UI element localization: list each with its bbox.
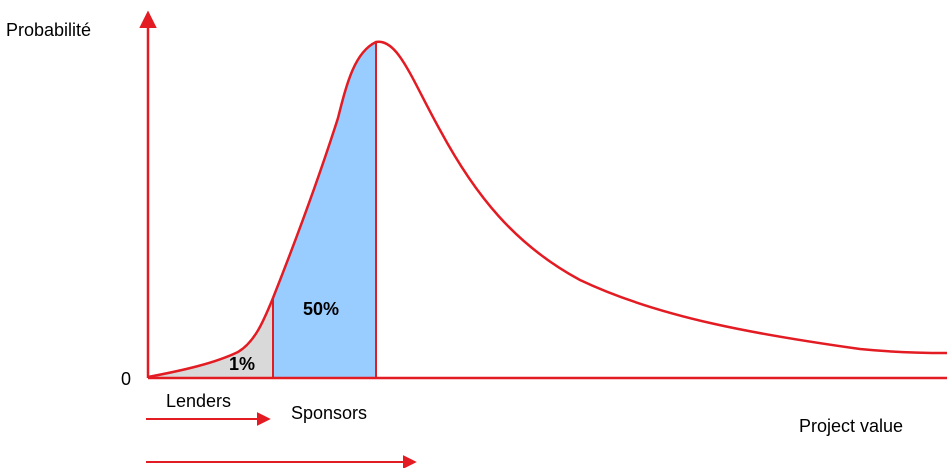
lenders-shaded-area (148, 298, 273, 378)
sponsors-shaded-area (273, 42, 376, 378)
sponsors-share-label: 50% (303, 299, 340, 319)
x-axis-label: Project value (799, 416, 904, 436)
zero-label: 0 (121, 369, 132, 389)
lenders-share-label: 1% (229, 354, 256, 374)
lenders-label: Lenders (166, 391, 232, 411)
y-axis-label: Probabilité (6, 20, 92, 40)
distribution-curve (147, 40, 947, 379)
sponsors-label: Sponsors (291, 403, 368, 423)
